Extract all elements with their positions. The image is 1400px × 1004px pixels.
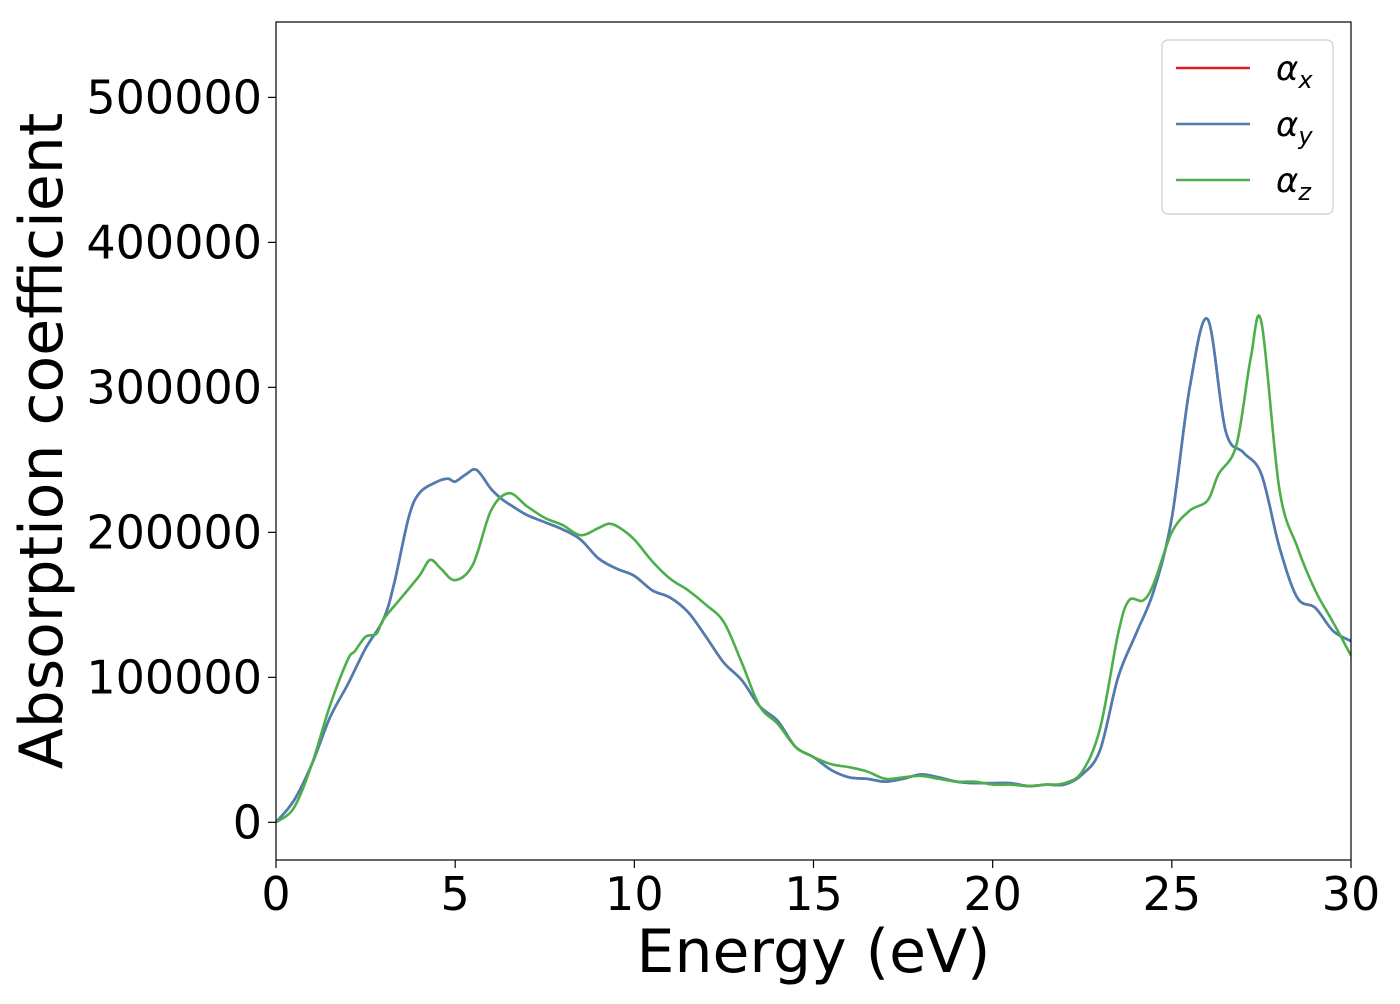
legend-box: [1161, 39, 1334, 215]
y-tick-label: 400000: [86, 215, 262, 269]
legend-entry-alpha-y: αy: [1176, 105, 1313, 150]
legend-label: αz: [1276, 161, 1312, 206]
x-tick-label: 5: [441, 867, 470, 921]
y-tick-label: 0: [233, 795, 262, 849]
x-tick-label: 25: [1143, 867, 1202, 921]
y-tick-label: 200000: [86, 505, 262, 559]
y-tick-label: 300000: [86, 360, 262, 414]
series-line-alpha-z: [276, 314, 1351, 824]
y-tick-label: 500000: [86, 70, 262, 124]
x-tick-label: 15: [784, 867, 843, 921]
x-axis-ticks: 0 5 10 15 20 25 30: [261, 860, 1380, 921]
series-layer: [276, 314, 1351, 824]
y-axis-ticks: 0 100000 200000 300000 400000 500000: [86, 70, 276, 849]
x-axis-title: Energy (eV): [637, 917, 991, 987]
x-tick-label: 10: [605, 867, 664, 921]
legend: αx αy αz: [1161, 39, 1334, 215]
legend-entry-alpha-x: αx: [1176, 49, 1313, 94]
x-tick-label: 20: [963, 867, 1022, 921]
y-axis-title: Absorption coefficient: [7, 113, 77, 770]
legend-label: αy: [1276, 105, 1313, 150]
legend-entry-alpha-z: αz: [1176, 161, 1312, 206]
legend-label: αx: [1276, 49, 1313, 94]
y-tick-label: 100000: [86, 650, 262, 704]
x-tick-label: 30: [1322, 867, 1381, 921]
x-tick-label: 0: [261, 867, 290, 921]
